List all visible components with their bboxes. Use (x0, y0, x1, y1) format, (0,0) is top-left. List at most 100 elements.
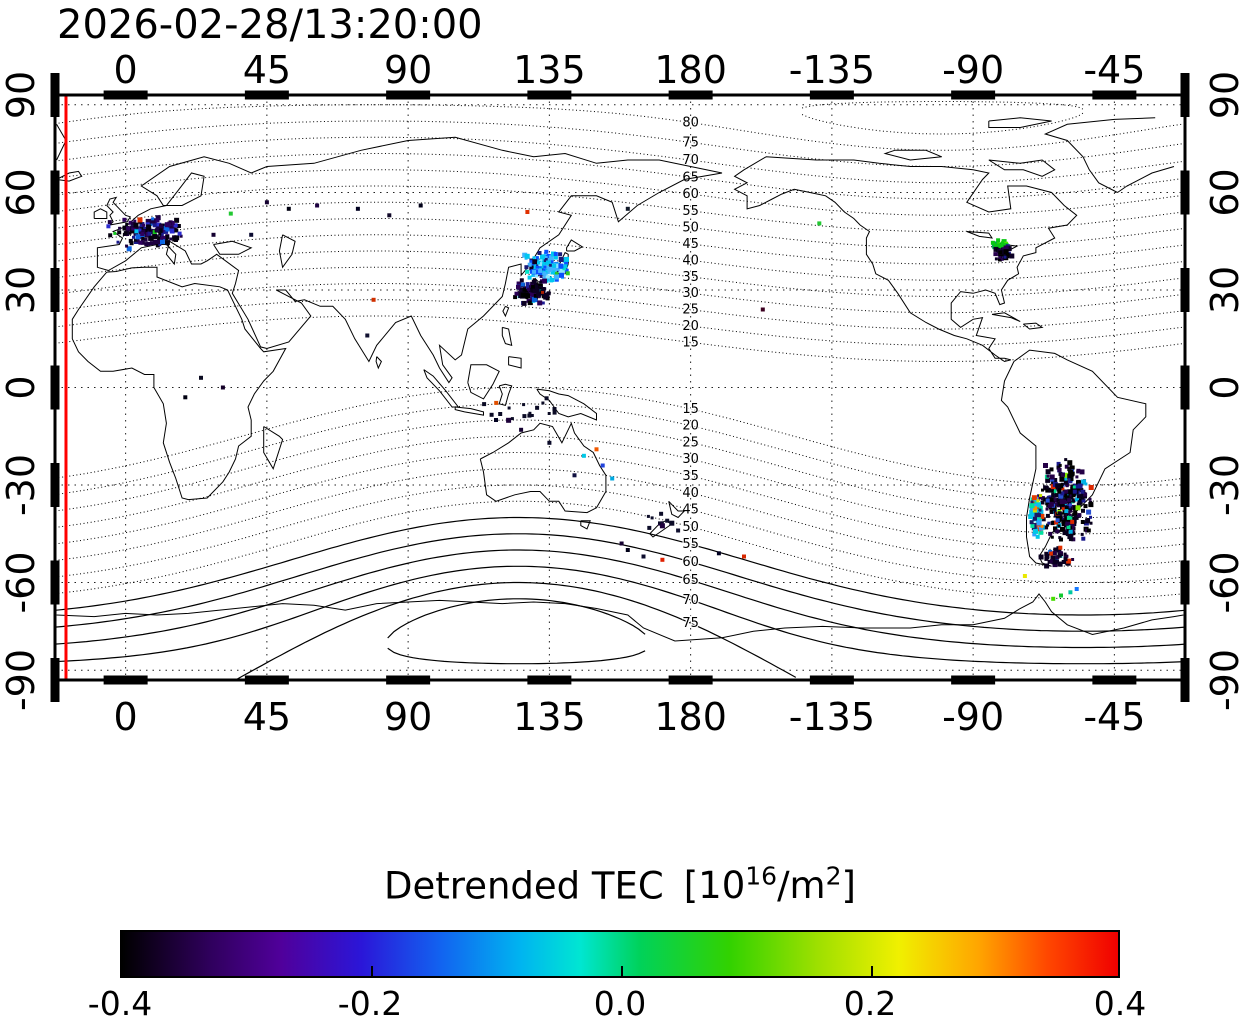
lat-tick-label-left: 60 (0, 168, 43, 216)
tick-bar (244, 90, 289, 100)
tec-point (482, 402, 487, 407)
colorbar-title: Detrended TEC [1016/m2] (120, 862, 1120, 907)
tec-point (552, 410, 557, 415)
tec-point (1001, 239, 1007, 245)
tick-bar (1180, 365, 1190, 410)
contour-label: 75 (682, 135, 699, 150)
tec-point (544, 396, 549, 401)
tec-point (525, 293, 530, 299)
tec-point (1057, 486, 1062, 491)
tec-point (1072, 485, 1076, 489)
contour-label: 40 (682, 486, 699, 501)
tec-point (123, 231, 128, 236)
tec-point (1043, 463, 1048, 468)
tec-point (144, 229, 148, 233)
tec-point (528, 411, 532, 415)
tec-point (1083, 492, 1088, 497)
contour-label: 25 (682, 435, 699, 450)
tec-point (1089, 515, 1092, 519)
tec-point (532, 256, 537, 261)
tec-point (543, 292, 548, 297)
tec-point (1062, 531, 1067, 536)
tec-point (537, 300, 543, 306)
tec-point (558, 269, 563, 274)
tec-point (1045, 477, 1051, 483)
tec-point (146, 224, 152, 230)
tec-point (1058, 562, 1063, 567)
lat-tick-label-right: 90 (1203, 71, 1240, 119)
tec-point (164, 222, 170, 228)
tec-point (542, 268, 546, 272)
tick-bar (1180, 170, 1190, 215)
tec-point (817, 221, 822, 226)
tec-point (1072, 489, 1077, 494)
tec-point (1033, 516, 1037, 521)
tec-point (140, 232, 145, 237)
tec-point (541, 260, 546, 265)
tec-point (1045, 507, 1049, 511)
tec-point (1054, 520, 1059, 525)
tick-bar (1180, 73, 1190, 117)
tec-point (541, 401, 545, 405)
lon-tick-label-bottom: -45 (1083, 695, 1145, 739)
tec-point (527, 300, 532, 305)
tec-point (1067, 478, 1073, 484)
tec-point (140, 240, 145, 245)
coastline-sumatra (423, 369, 460, 408)
lon-tick-label-top: -45 (1083, 48, 1145, 92)
lon-tick-label-bottom: -90 (942, 695, 1004, 739)
tec-point (525, 210, 530, 214)
contour-label: 55 (682, 537, 699, 552)
tec-point (1052, 551, 1057, 555)
tec-point (527, 262, 532, 267)
tec-point (541, 287, 546, 291)
tick-bar (527, 675, 572, 685)
tec-point (519, 427, 524, 432)
coastline-great_lakes_w (966, 231, 994, 239)
tec-point (172, 236, 178, 242)
lat-tick-label-right: 60 (1203, 168, 1240, 216)
tec-point (1065, 510, 1071, 516)
tec-point (990, 240, 995, 245)
tec-point (152, 234, 158, 240)
tec-point (1068, 537, 1073, 542)
tec-point (998, 255, 1002, 259)
tec-point (1038, 505, 1043, 510)
tec-point (1058, 551, 1063, 556)
coastline-new_guinea (536, 388, 597, 421)
tec-point (1070, 471, 1075, 476)
tec-point (1033, 501, 1038, 506)
colorbar-unit-open: [10 (683, 864, 746, 908)
lon-tick-label-top: 90 (384, 48, 432, 92)
tec-point (514, 291, 519, 296)
tec-point (1076, 470, 1080, 474)
tec-point (1061, 487, 1065, 491)
contour-label: 15 (682, 402, 699, 417)
tec-point (133, 230, 139, 236)
tec-point (1050, 535, 1054, 539)
tec-point (134, 226, 139, 231)
tec-point (1083, 504, 1088, 509)
tick-bar (50, 365, 60, 410)
tec-point (521, 300, 527, 306)
tec-point (545, 274, 550, 279)
tec-point (538, 262, 543, 267)
tec-point (1064, 529, 1069, 534)
contour-line-north (801, 111, 1085, 135)
tec-point (543, 265, 547, 269)
tec-point (126, 226, 131, 231)
coastline-antarctica (56, 593, 1184, 642)
tec-point (1057, 489, 1062, 494)
tec-point (1056, 548, 1061, 553)
lat-tick-label-right: -60 (1203, 551, 1240, 613)
coastline-eurasia (96, 136, 723, 384)
tec-point (536, 291, 542, 297)
colorbar-tick-label: 0.4 (1093, 984, 1147, 1023)
tec-point (1067, 498, 1072, 503)
tec-point (131, 221, 135, 226)
lat-tick-label-left: -30 (0, 454, 43, 516)
tec-point (1069, 523, 1075, 529)
tec-point (558, 263, 564, 269)
tec-point (1075, 497, 1079, 502)
coastline-iceland (56, 170, 83, 182)
